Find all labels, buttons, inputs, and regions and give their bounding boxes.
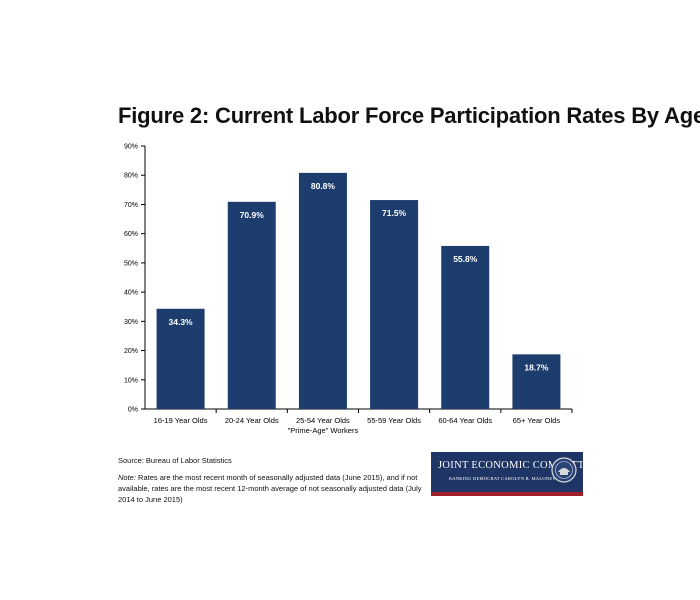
bar-value-label: 80.8% (311, 181, 336, 191)
bar-value-label: 18.7% (524, 362, 549, 372)
x-tick-label: 20-24 Year Olds (225, 416, 279, 425)
congressional-seal-icon (551, 457, 577, 483)
bar-value-label: 34.3% (169, 317, 194, 327)
x-tick-label: 25-54 Year Olds (296, 416, 350, 425)
bar (156, 308, 205, 409)
y-tick-label: 90% (124, 144, 138, 151)
bar-value-label: 71.5% (382, 208, 407, 218)
y-tick-label: 50% (124, 260, 138, 267)
source-text: Source: Bureau of Labor Statistics (118, 456, 232, 465)
note-text: Note: Rates are the most recent month of… (118, 472, 433, 505)
y-tick-label: 80% (124, 173, 138, 180)
x-tick-label: 55-59 Year Olds (367, 416, 421, 425)
bar (512, 354, 561, 409)
y-tick-label: 0% (128, 407, 138, 414)
y-tick-label: 70% (124, 202, 138, 209)
x-tick-sublabel: "Prime-Age" Workers (288, 426, 359, 435)
y-tick-label: 10% (124, 377, 138, 384)
logo-title: JOINT ECONOMIC COMMITTEE (438, 460, 598, 471)
y-tick-label: 40% (124, 290, 138, 297)
note-body: Rates are the most recent month of seaso… (118, 473, 422, 504)
bar (227, 201, 276, 409)
logo-subtitle: RANKING DEMOCRAT CAROLYN B. MALONEY (449, 476, 556, 481)
y-tick-label: 20% (124, 348, 138, 355)
note-label: Note: (118, 473, 136, 482)
x-tick-label: 16-19 Year Olds (154, 416, 208, 425)
x-tick-label: 60-64 Year Olds (438, 416, 492, 425)
bar-value-label: 55.8% (453, 254, 478, 264)
x-tick-label: 65+ Year Olds (513, 416, 561, 425)
bar (441, 245, 490, 409)
chart-title: Figure 2: Current Labor Force Participat… (118, 103, 700, 128)
y-tick-label: 30% (124, 319, 138, 326)
committee-logo: JOINT ECONOMIC COMMITTEE RANKING DEMOCRA… (431, 452, 598, 496)
bar-value-label: 70.9% (240, 210, 265, 220)
bar (370, 200, 419, 409)
y-tick-label: 60% (124, 231, 138, 238)
bar (298, 172, 347, 409)
